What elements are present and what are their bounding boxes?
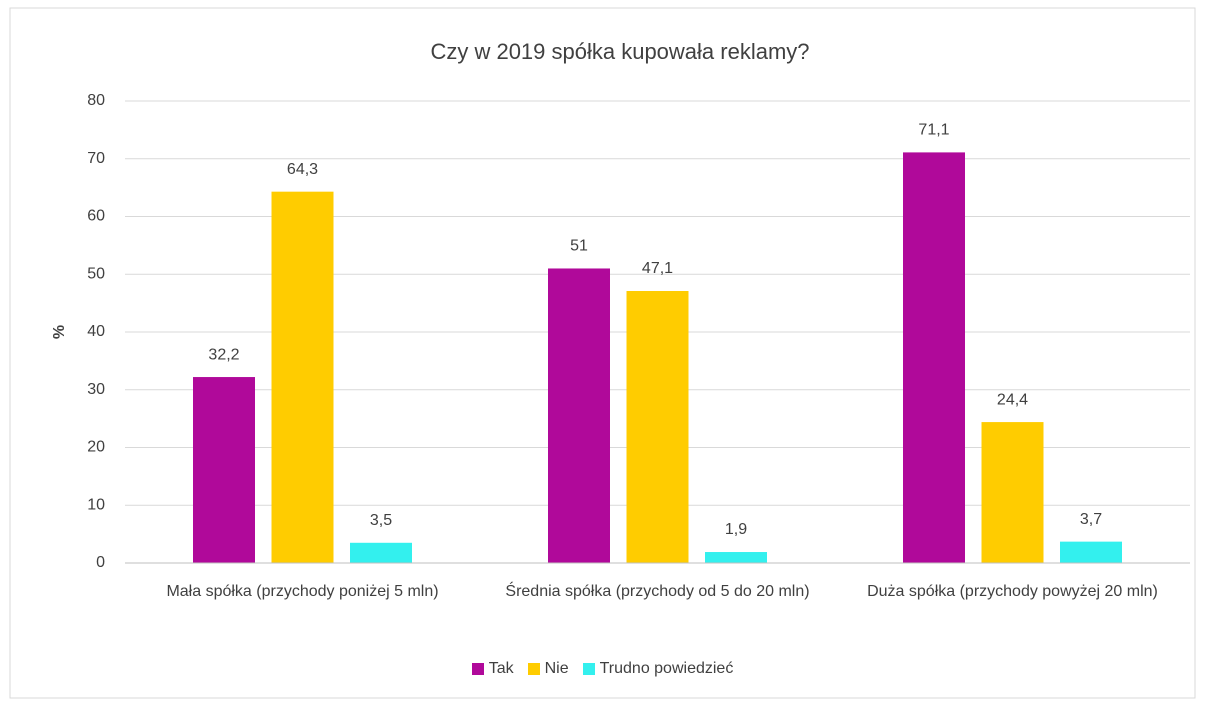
bar — [350, 542, 412, 563]
data-label: 1,9 — [725, 521, 747, 538]
bar — [981, 422, 1044, 563]
chart-title: Czy w 2019 spółka kupowała reklamy? — [430, 39, 809, 64]
legend-label: Nie — [544, 660, 569, 677]
y-tick-label: 80 — [87, 92, 105, 109]
x-tick-label: Duża spółka (przychody powyżej 20 mln) — [867, 583, 1158, 600]
y-tick-label: 50 — [87, 265, 105, 282]
y-tick-label: 30 — [87, 381, 105, 398]
y-tick-label: 10 — [87, 496, 105, 513]
legend-item: Nie — [527, 660, 569, 678]
legend: Tak Nie Trudno powiedzieć — [0, 660, 1205, 678]
data-label: 3,5 — [370, 512, 392, 529]
legend-label: Trudno powiedzieć — [599, 660, 734, 677]
bar — [271, 191, 334, 564]
bar — [705, 552, 767, 563]
y-tick-label: 40 — [87, 323, 105, 340]
bar — [903, 152, 965, 563]
legend-item: Trudno powiedzieć — [582, 660, 734, 678]
legend-item: Tak — [471, 660, 514, 678]
legend-swatch — [582, 663, 595, 675]
data-label: 64,3 — [287, 161, 318, 178]
data-label: 3,7 — [1080, 511, 1102, 528]
legend-label: Tak — [488, 660, 514, 677]
legend-swatch — [527, 663, 540, 675]
y-tick-label: 20 — [87, 439, 105, 456]
y-tick-label: 60 — [87, 208, 105, 225]
bar — [626, 290, 689, 563]
bar — [548, 268, 610, 563]
data-label: 47,1 — [642, 260, 673, 277]
x-tick-label: Średnia spółka (przychody od 5 do 20 mln… — [505, 583, 810, 600]
data-label: 51 — [570, 238, 588, 255]
y-tick-label: 0 — [96, 554, 105, 571]
data-label: 32,2 — [208, 346, 239, 363]
data-label: 24,4 — [997, 391, 1028, 408]
legend-swatch — [471, 663, 484, 675]
data-label: 71,1 — [918, 122, 949, 139]
y-tick-label: 70 — [87, 150, 105, 167]
x-tick-label: Mała spółka (przychody poniżej 5 mln) — [166, 583, 439, 600]
y-axis-label: % — [51, 325, 68, 339]
bar — [193, 377, 255, 563]
bar — [1060, 541, 1122, 563]
